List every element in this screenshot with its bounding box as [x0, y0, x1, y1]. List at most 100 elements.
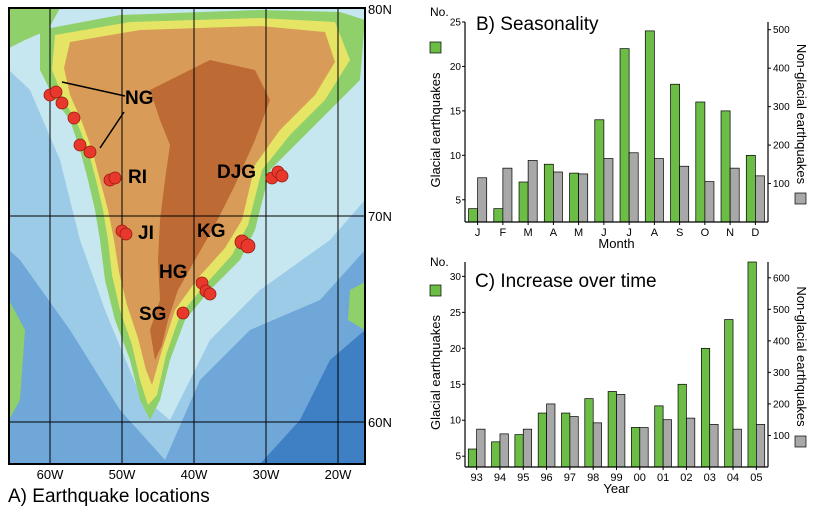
non-glacial-bar: [502, 167, 513, 223]
seasonality-chart: J F M A M J J A S O N D 5 10 15 20 25 100 200 300 400 500 B) S…: [428, 5, 809, 251]
non-glacial-bar: [686, 417, 696, 468]
quake-markers: [43, 85, 289, 320]
y-tick-label-right: 400: [773, 336, 790, 347]
glacial-bar: [594, 119, 605, 223]
y-tick-label-right: 300: [773, 368, 790, 379]
glacial-bar: [543, 163, 554, 223]
quake-marker: [240, 238, 256, 254]
lon-label-50w: 50W: [109, 467, 136, 482]
glacial-bar: [468, 208, 478, 223]
glacial-bar: [695, 101, 706, 223]
glacial-bar: [745, 154, 756, 223]
lon-label-60w: 60W: [37, 467, 64, 482]
x-tick-label: J: [475, 227, 481, 239]
non-glacial-bar: [553, 171, 563, 223]
region-label-hg: HG: [159, 262, 188, 283]
non-glacial-bar: [755, 424, 766, 468]
glacial-bar: [654, 405, 664, 468]
iceland-land: [348, 282, 365, 330]
x-tick-label: J: [626, 227, 632, 239]
non-glacial-bar: [704, 181, 715, 223]
glacial-bar: [493, 208, 504, 223]
legend-swatch-glacial: [429, 284, 442, 297]
x-tick-label: 00: [634, 472, 646, 484]
glacial-bar: [491, 441, 501, 468]
x-tick-label: F: [500, 227, 507, 239]
y-tick-label-right: 200: [773, 141, 790, 152]
map-body: NG RI DJG JI KG HG SG: [9, 8, 365, 464]
glacial-bar: [720, 110, 731, 223]
quake-marker: [73, 138, 87, 152]
y-tick-label-left: 15: [450, 380, 462, 391]
map-caption: A) Earthquake locations: [8, 486, 210, 507]
non-glacial-bar: [499, 433, 509, 468]
non-glacial-bar: [732, 428, 742, 468]
region-label-ri: RI: [128, 167, 147, 188]
y-axis-top-label: No.: [430, 255, 449, 269]
non-glacial-bar: [476, 428, 486, 468]
x-tick-label: A: [550, 227, 558, 239]
non-glacial-bar: [639, 427, 649, 468]
y-tick-label-left: 25: [450, 308, 462, 319]
y-tick-label-left: 5: [455, 195, 461, 206]
glacial-bar: [700, 347, 711, 468]
glacial-bar: [724, 319, 734, 468]
y-tick-label-left: 10: [450, 416, 462, 427]
x-tick-label: 03: [704, 472, 716, 484]
x-tick-label: S: [676, 227, 683, 239]
non-glacial-bar: [616, 394, 626, 468]
x-tick-label: 04: [727, 472, 739, 484]
y-tick-label-right: 300: [773, 102, 790, 113]
quake-marker: [49, 85, 63, 99]
lat-label-60n: 60N: [368, 415, 392, 430]
quake-marker: [119, 227, 133, 241]
quake-marker: [275, 169, 289, 183]
x-tick-label: 94: [494, 472, 506, 484]
quake-marker: [67, 111, 81, 125]
y-tick-label-right: 100: [773, 431, 790, 442]
non-glacial-bar: [603, 158, 614, 223]
x-tick-label: 05: [750, 472, 762, 484]
x-axis-label: Year: [603, 481, 630, 496]
non-glacial-bar: [628, 152, 639, 223]
baffin-land: [9, 300, 25, 420]
legend-swatch-non-glacial: [794, 192, 807, 205]
x-tick-label: 01: [657, 472, 669, 484]
quake-marker: [176, 306, 190, 320]
non-glacial-bar: [592, 422, 602, 468]
non-glacial-bar: [578, 173, 589, 223]
glacial-bar: [514, 434, 524, 468]
y-tick-label-left: 30: [450, 272, 462, 283]
non-glacial-bar: [709, 424, 719, 468]
x-tick-label: A: [651, 227, 659, 239]
x-tick-label: 99: [610, 472, 622, 484]
y-tick-label-right: 600: [773, 273, 790, 284]
x-tick-label: M: [574, 227, 583, 239]
non-glacial-bar: [546, 403, 556, 468]
non-glacial-bar: [654, 158, 664, 223]
y-axis-top-label: No.: [430, 5, 449, 19]
non-glacial-bar: [527, 160, 538, 223]
glacial-bar: [518, 181, 529, 223]
map-panel: NG RI DJG JI KG HG SG 80N 70N 60N 60W 50…: [8, 2, 392, 482]
glacial-bar: [607, 391, 617, 468]
increase-over-time-chart: 93 94 95 96 97 98 99 00 01 02 03 04 05 5 10 15 20 25 30 100…: [428, 255, 809, 496]
y-tick-label-right: 500: [773, 25, 790, 36]
glacial-bar: [747, 261, 757, 468]
y-tick-label-left: 20: [450, 344, 462, 355]
x-tick-label: 02: [680, 472, 692, 484]
legend-swatch-non-glacial: [794, 435, 807, 448]
lat-labels: 80N 70N 60N: [368, 2, 392, 430]
glacial-bar: [584, 398, 594, 468]
ice-south-dome: [150, 300, 168, 360]
lon-label-30w: 30W: [253, 467, 280, 482]
glacial-bar: [561, 412, 571, 468]
region-label-kg: KG: [197, 221, 226, 242]
y-tick-label-right: 400: [773, 64, 790, 75]
non-glacial-bar: [662, 419, 672, 468]
non-glacial-bar: [729, 167, 740, 223]
ng-leader-lines: [61, 81, 126, 149]
x-tick-label: J: [601, 227, 607, 239]
region-label-sg: SG: [139, 304, 166, 325]
